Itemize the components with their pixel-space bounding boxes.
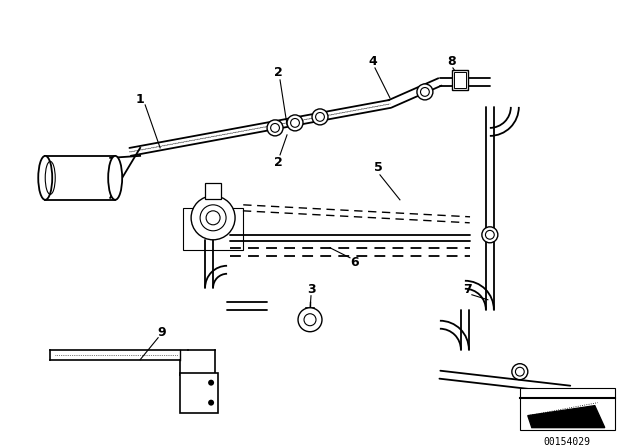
Bar: [520, 388, 615, 430]
Bar: [205, 183, 221, 199]
Ellipse shape: [108, 156, 122, 200]
Bar: [183, 208, 243, 250]
Bar: [452, 70, 468, 90]
Bar: [454, 72, 466, 88]
Circle shape: [298, 308, 322, 332]
Circle shape: [287, 115, 303, 131]
Text: 5: 5: [374, 161, 382, 174]
Circle shape: [482, 227, 498, 243]
Circle shape: [191, 196, 235, 240]
Text: 2: 2: [274, 66, 282, 79]
Ellipse shape: [38, 156, 52, 200]
Circle shape: [312, 109, 328, 125]
Circle shape: [206, 211, 220, 225]
Text: 8: 8: [447, 56, 456, 69]
Polygon shape: [528, 405, 605, 428]
Text: 7: 7: [463, 283, 472, 296]
Text: 2: 2: [274, 156, 282, 169]
Circle shape: [208, 379, 214, 386]
Text: 6: 6: [351, 256, 359, 269]
Bar: [180, 373, 218, 413]
Circle shape: [417, 84, 433, 100]
Text: 9: 9: [158, 326, 166, 339]
Text: 00154029: 00154029: [544, 437, 591, 447]
Text: 3: 3: [307, 283, 316, 296]
Circle shape: [267, 120, 283, 136]
Circle shape: [200, 205, 226, 231]
Text: 1: 1: [136, 94, 145, 107]
Text: 4: 4: [369, 56, 378, 69]
Circle shape: [512, 364, 528, 379]
Circle shape: [208, 400, 214, 405]
